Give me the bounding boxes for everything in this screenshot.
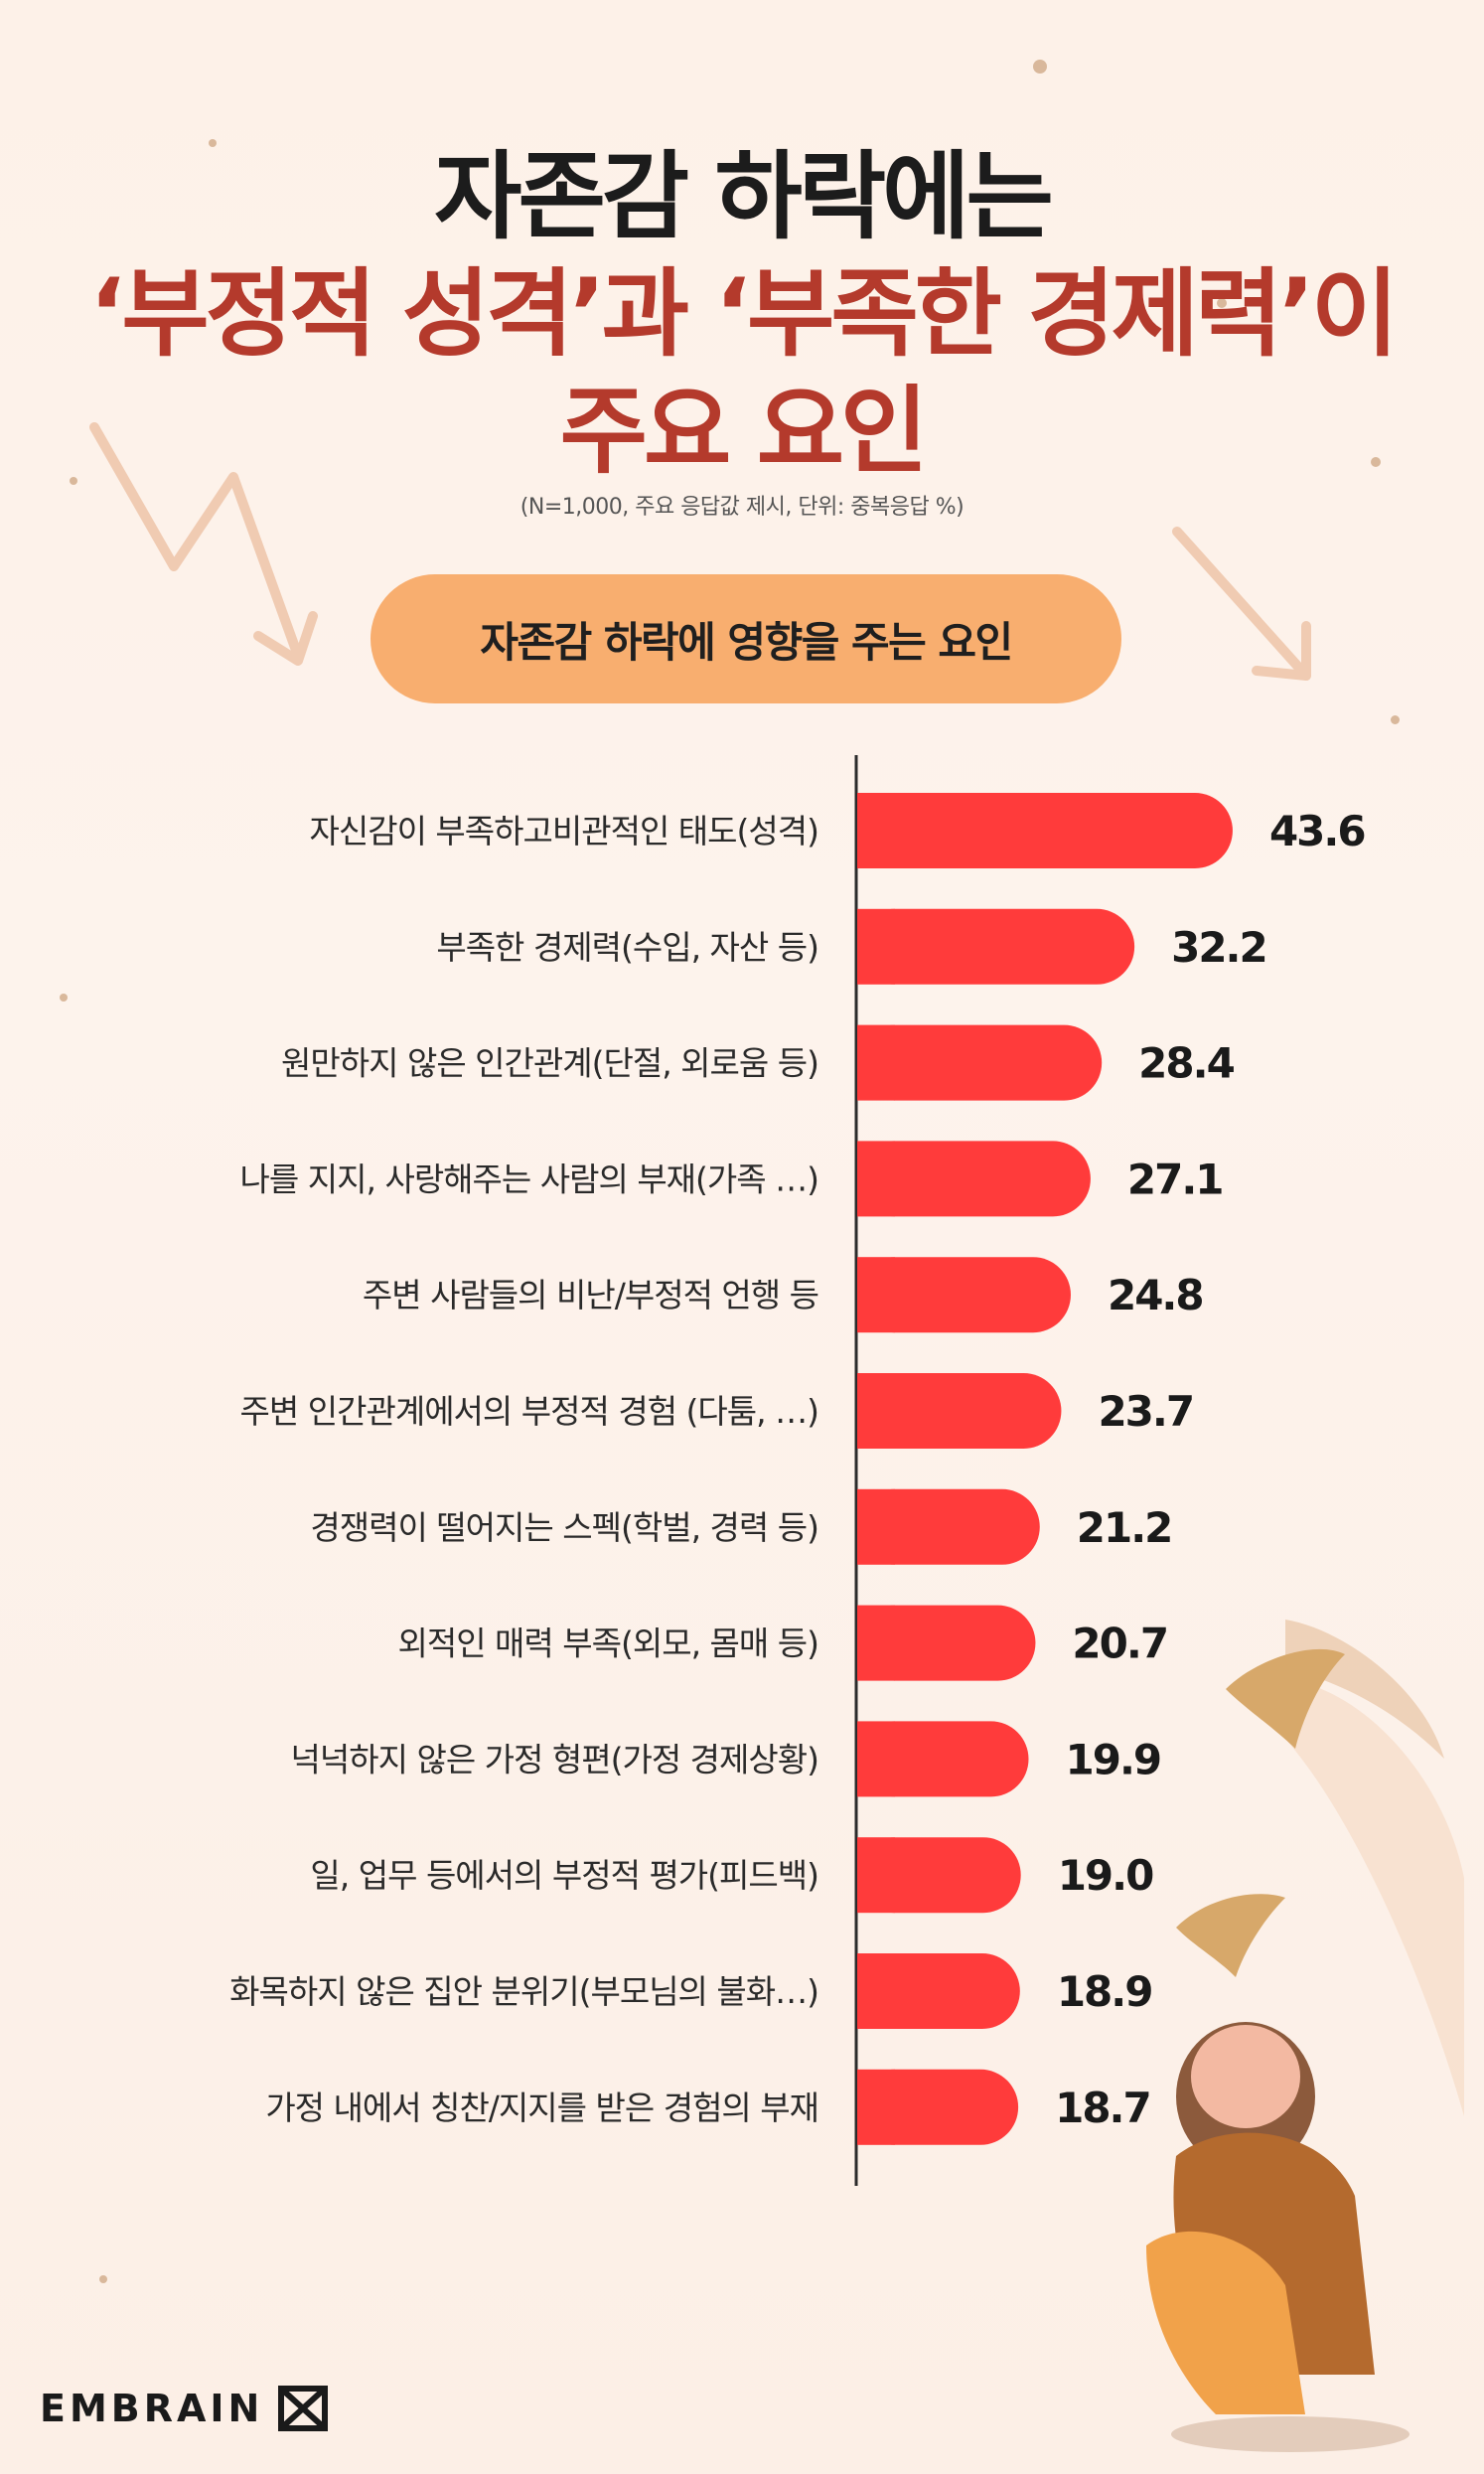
- bar-base: [857, 1721, 895, 1797]
- bar: [857, 2069, 1019, 2145]
- decor-dot: [209, 139, 217, 147]
- value-label: 27.1: [1127, 1155, 1223, 1203]
- title-line-2: ‘부정적 성격’과 ‘부족한 경제력’이: [88, 258, 1399, 370]
- bar-base: [857, 1605, 895, 1681]
- brand-logo: EMBRAIN: [40, 2385, 329, 2432]
- bar: [857, 1141, 1091, 1217]
- category-label: 원만하지 않은 인간관계(단절, 외로움 등): [281, 1044, 818, 1083]
- category-label: 가정 내에서 칭찬/지지를 받은 경험의 부재: [265, 2088, 818, 2127]
- bar: [857, 1837, 1021, 1914]
- category-label: 외적인 매력 부족(외모, 몸매 등): [397, 1624, 818, 1663]
- category-label: 나를 지지, 사랑해주는 사람의 부재(가족 …): [240, 1160, 818, 1198]
- bar-base: [857, 1024, 895, 1101]
- value-label: 18.7: [1055, 2084, 1150, 2132]
- bar-base: [857, 1257, 895, 1333]
- decor-dot: [99, 2275, 107, 2283]
- decor-dot: [1391, 715, 1400, 724]
- category-label: 주변 사람들의 비난/부정적 언행 등: [363, 1276, 818, 1314]
- bar: [857, 1721, 1029, 1797]
- bar-base: [857, 1837, 895, 1914]
- decor-dot: [60, 994, 68, 1002]
- bar: [857, 1373, 1062, 1449]
- value-label: 19.0: [1058, 1851, 1153, 1900]
- brand-name: EMBRAIN: [40, 2387, 264, 2430]
- bar: [857, 1605, 1036, 1681]
- bar-base: [857, 1488, 895, 1565]
- category-label: 일, 업무 등에서의 부정적 평가(피드백): [310, 1856, 818, 1895]
- value-label: 43.6: [1269, 807, 1365, 855]
- category-label: 자신감이 부족하고비관적인 태도(성격): [310, 812, 819, 850]
- decor-dot: [1371, 457, 1381, 467]
- value-label: 28.4: [1138, 1039, 1234, 1088]
- decor-dot: [70, 477, 77, 485]
- brand-mark-icon: [278, 2386, 329, 2431]
- category-label: 경쟁력이 떨어지는 스펙(학벌, 경력 등): [310, 1508, 818, 1547]
- bar: [857, 1257, 1071, 1333]
- value-label: 24.8: [1108, 1271, 1203, 1319]
- chart-header-label: 자존감 하락에 영향을 주는 요인: [480, 617, 1013, 667]
- category-label: 화목하지 않은 집안 분위기(부모님의 불화…): [229, 1972, 818, 2011]
- category-label: 주변 인간관계에서의 부정적 경험 (다툼, …): [240, 1392, 818, 1431]
- bar-base: [857, 2069, 895, 2145]
- title-line-1: 자존감 하락에는: [434, 141, 1054, 252]
- title-line-3: 주요 요인: [559, 376, 929, 487]
- value-label: 21.2: [1077, 1503, 1172, 1552]
- decor-arrows: [89, 422, 1311, 681]
- value-label: 32.2: [1171, 923, 1266, 972]
- down-zigzag-arrow-icon: [89, 422, 318, 666]
- decor-illustration: [1146, 1620, 1464, 2452]
- bar: [857, 1488, 1040, 1565]
- bar-base: [857, 793, 895, 868]
- bar-base: [857, 1141, 895, 1217]
- category-label: 부족한 경제력(수입, 자산 등): [436, 928, 818, 967]
- bar-base: [857, 1953, 895, 2029]
- bar-base: [857, 1373, 895, 1449]
- decor-dot: [1217, 298, 1227, 308]
- chart-header-pill: 자존감 하락에 영향을 주는 요인: [371, 574, 1121, 703]
- decor-dot: [1033, 60, 1047, 74]
- category-label: 넉넉하지 않은 가정 형편(가정 경제상황): [291, 1740, 818, 1778]
- bar: [857, 908, 1135, 985]
- value-label: 19.9: [1066, 1735, 1161, 1783]
- sample-note: (N=1,000, 주요 응답값 제시, 단위: 중복응답 %): [519, 495, 965, 520]
- bar: [857, 1953, 1020, 2029]
- value-label: 23.7: [1098, 1387, 1193, 1436]
- value-label: 18.9: [1057, 1967, 1152, 2016]
- bar: [857, 793, 1233, 868]
- value-label: 20.7: [1072, 1620, 1167, 1668]
- bar: [857, 1024, 1103, 1101]
- down-right-arrow-icon: [1172, 527, 1311, 681]
- bar-base: [857, 908, 895, 985]
